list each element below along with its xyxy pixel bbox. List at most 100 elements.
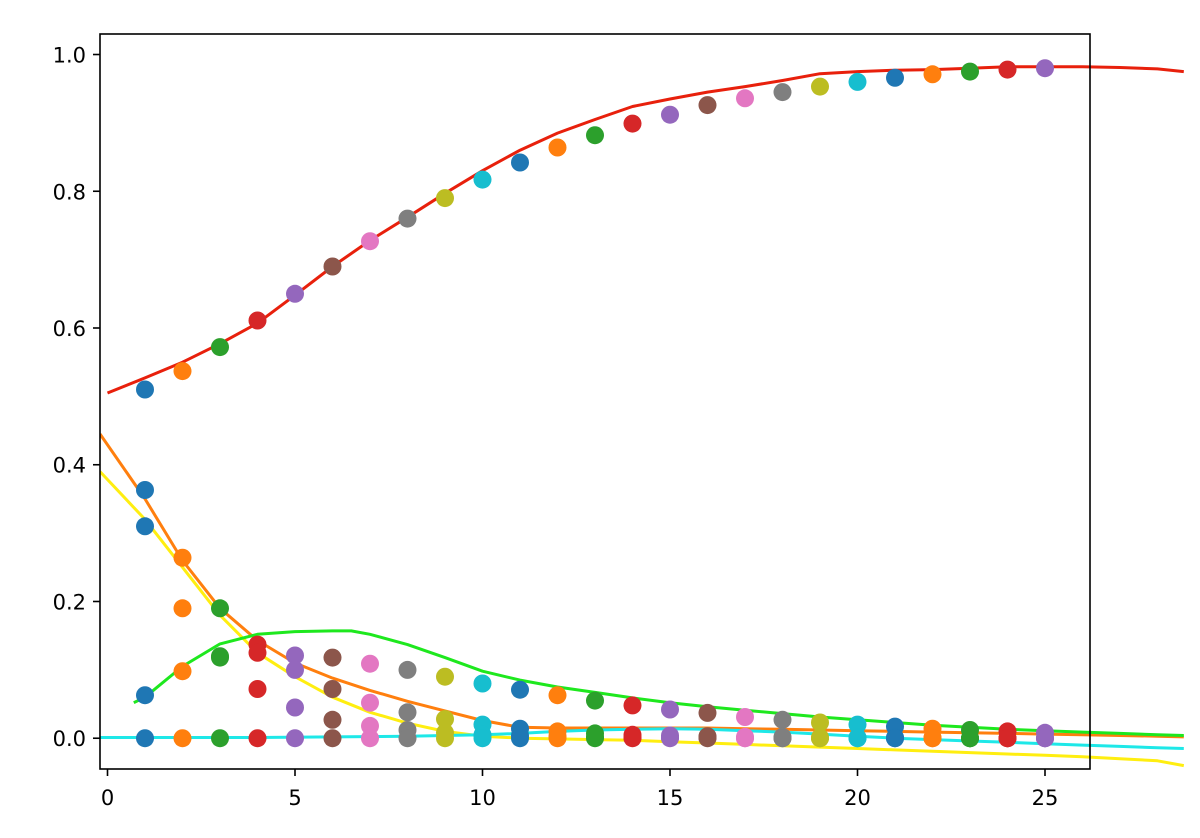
x-tick-label-25: 25 (1032, 786, 1059, 810)
fit-curve-3 (100, 470, 1185, 768)
data-point-s1-x10 (473, 170, 492, 189)
y-tick-label-0.4: 0.4 (53, 454, 86, 478)
data-point-s1-x25 (1036, 59, 1054, 78)
data-point-s1-x6 (323, 257, 342, 276)
data-point-s5-x1 (136, 729, 154, 748)
x-tick-label-0: 0 (101, 786, 114, 810)
data-point-s5-x2 (173, 729, 192, 748)
data-point-s5-x7 (361, 729, 379, 748)
data-point-s2-x8 (398, 660, 417, 679)
data-point-s1-x5 (286, 284, 304, 303)
data-point-s1-x8 (398, 209, 417, 228)
data-point-s5-x4 (248, 729, 267, 748)
plot-frame (99, 33, 1091, 770)
data-point-s5-x12 (548, 729, 567, 748)
data-point-s2-x11 (511, 680, 529, 699)
data-point-s5-x22 (923, 729, 942, 748)
data-point-s3-x1 (136, 517, 154, 536)
data-point-s3-x8 (398, 703, 417, 722)
data-point-s4-x2 (173, 662, 192, 681)
data-point-s5-x16 (698, 729, 717, 748)
data-point-s3-x4 (248, 643, 267, 662)
data-point-s2-x14 (623, 696, 642, 715)
data-point-s1-x3 (211, 338, 229, 357)
data-point-s5-x19 (811, 729, 829, 748)
data-point-s1-x18 (773, 83, 792, 102)
x-tick-label-10: 10 (469, 786, 496, 810)
fit-curve-1 (106, 65, 1184, 395)
data-point-s1-x17 (736, 89, 754, 108)
data-point-s2-x5 (286, 646, 304, 665)
data-point-s1-x13 (586, 126, 604, 145)
data-point-s5-x18 (773, 729, 792, 748)
data-point-s2-x6 (323, 648, 342, 667)
data-point-s5-x20 (848, 729, 867, 748)
data-point-s2-x12 (548, 686, 567, 705)
data-point-s5-x14 (623, 729, 642, 748)
data-point-s5-x8 (398, 729, 417, 748)
data-point-s2-x20 (848, 715, 867, 734)
data-point-s3-x6 (323, 680, 342, 698)
data-point-s1-x7 (361, 232, 379, 251)
y-tick-label-0.8: 0.8 (53, 180, 86, 204)
points-layer (136, 59, 1054, 748)
data-point-s4-x1 (136, 686, 154, 705)
data-point-s2-x15 (661, 700, 679, 719)
data-point-s2-x17 (736, 708, 754, 726)
x-tick-label-5: 5 (288, 786, 301, 810)
data-point-s2-x7 (361, 654, 379, 673)
data-point-s1-x20 (848, 72, 867, 91)
data-point-s2-x1 (136, 481, 154, 499)
data-point-s1-x11 (511, 153, 529, 172)
data-point-s5-x13 (586, 729, 604, 748)
data-point-s1-x22 (923, 65, 942, 84)
x-tick-label-15: 15 (657, 786, 684, 810)
data-point-s4-x5 (286, 698, 304, 717)
data-point-s1-x1 (136, 380, 154, 399)
data-point-s1-x4 (248, 311, 267, 330)
data-point-s4-x3 (211, 648, 229, 667)
data-point-s5-x6 (323, 729, 342, 748)
data-point-s5-x3 (211, 729, 229, 748)
data-point-s5-x5 (286, 729, 304, 748)
data-point-s3-x5 (286, 660, 304, 679)
data-point-s3-x2 (173, 599, 192, 618)
data-point-s2-x10 (473, 674, 492, 693)
fit-curve-4 (133, 629, 1184, 737)
data-point-s5-x25 (1036, 729, 1054, 748)
y-tick-label-0.6: 0.6 (53, 317, 86, 341)
y-tick-label-1: 1.0 (53, 44, 86, 68)
data-point-s1-x16 (698, 96, 717, 115)
data-point-s2-x16 (698, 703, 717, 722)
data-point-s1-x21 (886, 68, 904, 87)
data-point-s5-x9 (436, 729, 454, 748)
data-point-s2-x3 (211, 599, 229, 618)
data-point-s5-x21 (886, 729, 904, 748)
data-point-s1-x15 (661, 105, 679, 124)
axes-layer: 0 5 10 15 20 25 0.0 0.2 0.4 0.6 0.8 1.0 (53, 33, 1091, 810)
data-point-s4-x7 (361, 716, 379, 735)
data-point-s5-x11 (511, 729, 529, 748)
data-point-s1-x23 (961, 62, 979, 81)
data-point-s5-x24 (998, 729, 1017, 748)
data-point-s4-x6 (323, 710, 342, 729)
data-point-s2-x2 (173, 548, 192, 567)
data-point-s1-x2 (173, 362, 192, 381)
data-point-s2-x19 (811, 713, 829, 732)
data-point-s2-x18 (773, 710, 792, 729)
data-point-s4-x4 (248, 680, 267, 698)
data-point-s2-x13 (586, 691, 604, 710)
data-point-s2-x9 (436, 667, 454, 686)
y-tick-label-0: 0.0 (53, 727, 86, 751)
data-point-s3-x7 (361, 693, 379, 712)
y-tick-label-0.2: 0.2 (53, 590, 86, 614)
data-point-s5-x10 (473, 729, 492, 748)
curves-layer (100, 65, 1185, 768)
data-point-s1-x24 (998, 60, 1017, 79)
data-point-s1-x19 (811, 77, 829, 96)
data-point-s5-x15 (661, 729, 679, 748)
x-tick-label-20: 20 (844, 786, 871, 810)
data-point-s1-x14 (623, 114, 642, 133)
